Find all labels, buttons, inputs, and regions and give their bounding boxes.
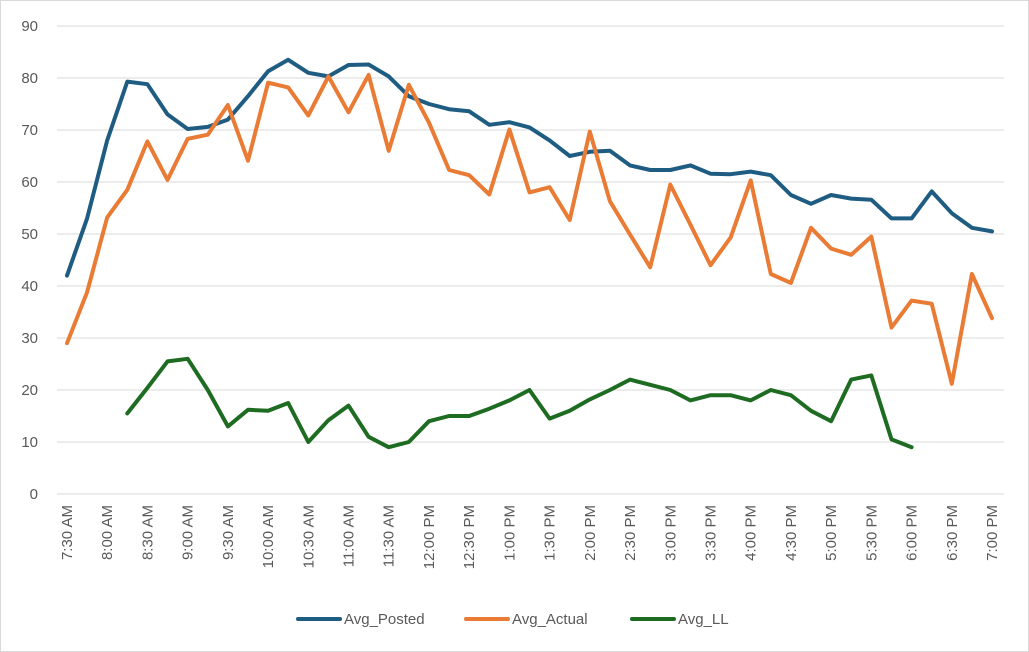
x-tick-label: 2:00 PM bbox=[582, 505, 599, 561]
y-tick-label: 30 bbox=[21, 330, 38, 347]
legend-label-avg-ll: Avg_LL bbox=[678, 611, 729, 628]
x-tick-label: 5:30 PM bbox=[863, 505, 880, 561]
x-tick-label: 11:30 AM bbox=[381, 505, 398, 567]
x-tick-label: 12:00 PM bbox=[421, 505, 438, 569]
x-tick-label: 10:00 AM bbox=[260, 505, 277, 568]
y-tick-label: 10 bbox=[21, 434, 38, 451]
y-tick-label: 40 bbox=[21, 278, 38, 295]
series-line-avg-ll bbox=[125, 356, 914, 450]
x-tick-label: 1:00 PM bbox=[501, 505, 518, 561]
legend-label-avg-posted: Avg_Posted bbox=[344, 611, 425, 628]
series-line-avg-posted bbox=[65, 57, 994, 278]
x-tick-label: 5:00 PM bbox=[823, 505, 840, 561]
y-tick-label: 50 bbox=[21, 226, 38, 243]
legend-label-avg-actual: Avg_Actual bbox=[512, 611, 588, 628]
y-tick-label: 0 bbox=[30, 486, 38, 503]
y-tick-label: 80 bbox=[21, 70, 38, 87]
x-tick-label: 11:00 AM bbox=[341, 505, 358, 567]
x-tick-label: 2:30 PM bbox=[622, 505, 639, 561]
x-tick-label: 10:30 AM bbox=[300, 505, 317, 568]
x-tick-label: 4:30 PM bbox=[783, 505, 800, 561]
x-tick-label: 9:30 AM bbox=[220, 505, 237, 560]
x-tick-label: 1:30 PM bbox=[542, 505, 559, 561]
y-tick-label: 60 bbox=[21, 174, 38, 191]
y-axis-ticks: 0 10 20 30 40 50 60 70 80 90 bbox=[21, 18, 38, 503]
x-tick-label: 12:30 PM bbox=[461, 505, 478, 569]
x-tick-label: 4:00 PM bbox=[743, 505, 760, 561]
x-tick-label: 8:30 AM bbox=[139, 505, 156, 560]
y-tick-label: 20 bbox=[21, 382, 38, 399]
x-tick-label: 9:00 AM bbox=[180, 505, 197, 560]
y-tick-label: 70 bbox=[21, 122, 38, 139]
gridlines bbox=[57, 25, 1004, 495]
x-tick-label: 6:30 PM bbox=[944, 505, 961, 561]
x-tick-label: 7:30 AM bbox=[59, 505, 76, 560]
series-lines bbox=[65, 57, 994, 450]
legend: Avg_Posted Avg_Actual Avg_LL bbox=[296, 611, 729, 628]
x-axis-ticks: 7:30 AM 8:00 AM 8:30 AM 9:00 AM 9:30 AM 10:00… bbox=[59, 505, 1001, 569]
y-tick-label: 90 bbox=[21, 18, 38, 35]
x-tick-label: 7:00 PM bbox=[984, 505, 1001, 561]
x-tick-label: 6:00 PM bbox=[904, 505, 921, 561]
x-tick-label: 8:00 AM bbox=[99, 505, 116, 560]
series-line-avg-actual bbox=[65, 72, 994, 386]
x-tick-label: 3:30 PM bbox=[702, 505, 719, 561]
x-tick-label: 3:00 PM bbox=[662, 505, 679, 561]
